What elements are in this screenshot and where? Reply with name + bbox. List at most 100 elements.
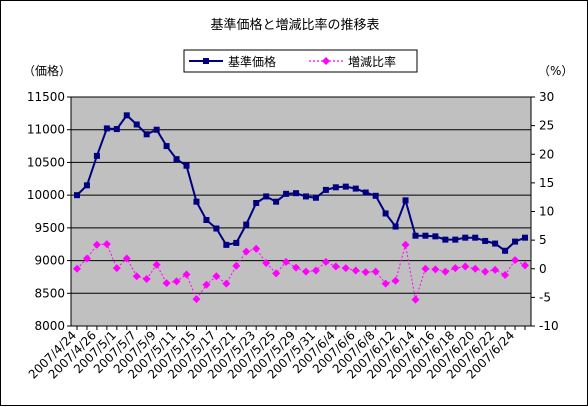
price-point	[173, 156, 180, 163]
price-point	[263, 193, 270, 200]
price-point	[402, 197, 409, 204]
price-point	[302, 193, 309, 200]
price-point	[183, 162, 190, 169]
ratio-point	[182, 270, 191, 279]
y-left-axis-title: （価格）	[23, 63, 71, 78]
ratio-point	[92, 240, 101, 249]
ratio-point	[152, 260, 161, 269]
series-ratio	[73, 240, 529, 304]
price-point	[312, 194, 319, 201]
legend-marker-ratio	[322, 57, 330, 65]
price-point	[203, 217, 210, 224]
price-point	[283, 190, 290, 197]
ratio-point	[321, 257, 330, 266]
ratio-point	[192, 295, 201, 304]
ratio-point	[351, 266, 360, 275]
price-point	[233, 239, 240, 246]
price-line	[76, 113, 526, 253]
y-right-tick-label: -10	[539, 319, 559, 333]
price-point	[522, 234, 528, 241]
ratio-point	[82, 254, 91, 263]
y-left-tick-label: 11500	[27, 90, 65, 104]
price-point	[143, 131, 150, 138]
price-point	[253, 199, 260, 206]
ratio-point	[501, 271, 510, 280]
y-right-tick-label: 15	[539, 176, 554, 190]
price-point	[273, 198, 280, 205]
ratio-point	[112, 264, 121, 273]
price-point	[223, 241, 230, 248]
price-point	[422, 232, 429, 239]
ratio-point	[341, 264, 350, 273]
price-point	[163, 143, 170, 150]
price-point	[103, 125, 110, 132]
price-point	[113, 126, 120, 133]
price-point	[322, 186, 329, 193]
price-point	[93, 152, 100, 159]
y-right-tick-label: 5	[539, 233, 547, 247]
price-point	[382, 210, 389, 217]
ratio-point	[73, 264, 81, 273]
y-left-tick-label: 9000	[34, 254, 65, 268]
ratio-point	[481, 267, 490, 276]
ratio-point	[511, 256, 520, 265]
series-price	[74, 112, 528, 254]
y-left-tick-label: 8500	[34, 286, 65, 300]
x-axis-ticks: 2007/4/242007/4/262007/5/12007/5/72007/5…	[26, 326, 526, 382]
ratio-point	[491, 265, 500, 274]
ratio-point	[202, 280, 211, 289]
y-left-tick-label: 10000	[27, 188, 65, 202]
ratio-point	[431, 265, 440, 274]
legend: 基準価格 増減比率	[183, 49, 418, 73]
y-right-tick-label: 0	[539, 262, 547, 276]
legend-label-ratio: 増減比率	[348, 54, 396, 69]
ratio-point	[222, 279, 231, 288]
chart-title: 基準価格と増減比率の推移表	[210, 17, 379, 33]
ratio-point	[102, 240, 111, 249]
price-point	[342, 183, 349, 190]
ratio-point	[282, 257, 291, 266]
price-point	[83, 182, 90, 189]
y-left-tick-label: 10500	[27, 155, 65, 169]
ratio-point	[172, 277, 181, 286]
ratio-point	[311, 266, 320, 275]
price-point	[372, 192, 379, 199]
ratio-point	[132, 272, 141, 281]
ratio-point	[142, 275, 151, 284]
ratio-point	[242, 247, 251, 256]
y-left-axis-ticks: 8000 8500 9000 9500 10000 10500 11000 11500	[27, 90, 71, 333]
y-right-tick-label: 20	[539, 147, 554, 161]
price-point	[462, 234, 469, 241]
y-left-tick-label: 9500	[34, 221, 65, 235]
y-left-tick-label: 8000	[34, 319, 65, 333]
price-point	[193, 198, 200, 205]
price-point	[452, 236, 459, 243]
ratio-point	[301, 267, 310, 276]
price-point	[362, 189, 369, 196]
ratio-point	[421, 264, 430, 273]
ratio-point	[122, 254, 131, 263]
ratio-point	[471, 264, 480, 273]
ratio-point	[272, 269, 281, 278]
plot-area	[70, 96, 532, 327]
legend-marker-price	[203, 58, 209, 64]
ratio-point	[411, 295, 420, 304]
y-right-axis-ticks: -10 -5 0 5 10 15 20 25 30	[531, 90, 559, 333]
price-point	[74, 192, 80, 199]
price-point	[472, 234, 479, 241]
ratio-point	[441, 267, 450, 276]
ratio-point	[331, 262, 340, 271]
y-left-tick-label: 11000	[27, 123, 65, 137]
legend-box	[183, 49, 418, 73]
price-point	[153, 126, 160, 133]
price-point	[352, 185, 359, 192]
ratio-point	[381, 279, 390, 288]
ratio-point	[361, 268, 370, 277]
price-point	[293, 190, 300, 197]
price-point	[243, 221, 250, 228]
y-right-tick-label: 25	[539, 119, 554, 133]
price-point	[133, 121, 140, 128]
price-point	[502, 247, 509, 254]
